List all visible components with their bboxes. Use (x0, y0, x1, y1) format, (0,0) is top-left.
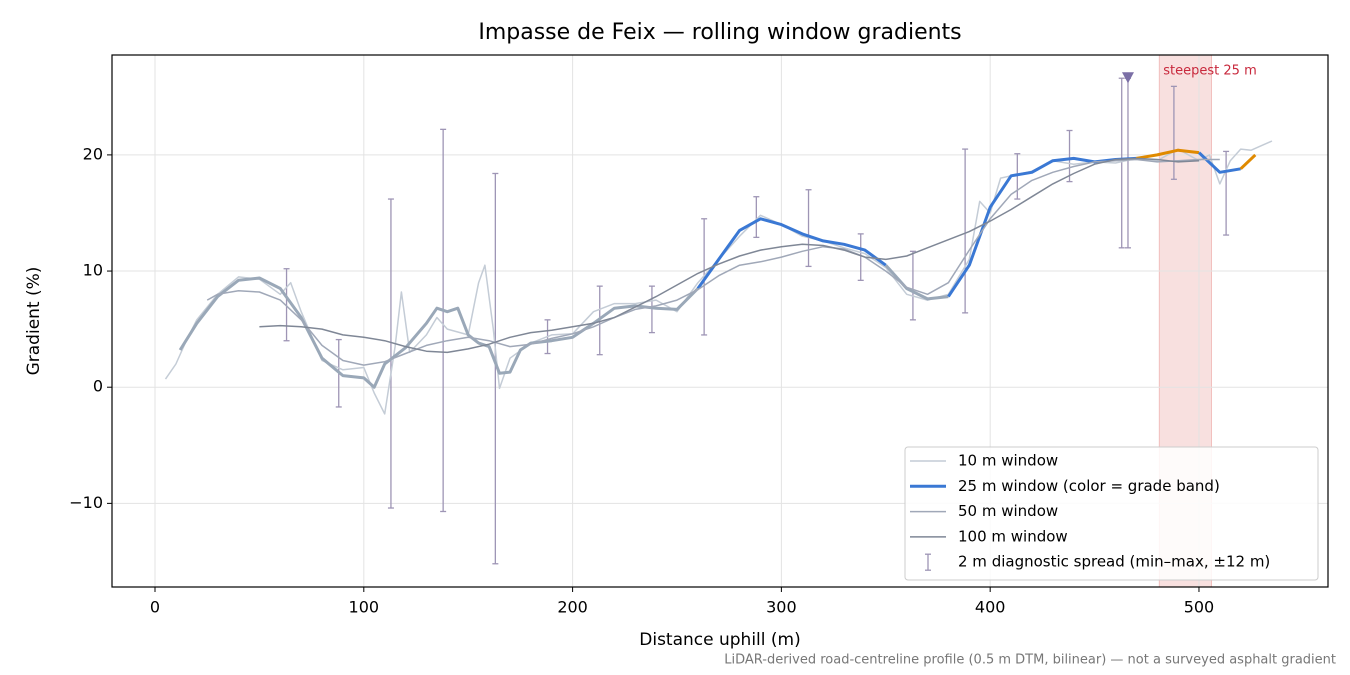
series-line (1239, 153, 1257, 170)
series-line (1136, 148, 1200, 160)
peak-marker (1121, 72, 1134, 84)
legend-label: 10 m window (958, 452, 1058, 470)
y-tick-label: 0 (93, 377, 103, 396)
highlight-label: steepest 25 m (1163, 64, 1256, 79)
series-line (259, 157, 1200, 354)
y-axis-label: Gradient (%) (24, 267, 44, 376)
plot-frame (111, 54, 1329, 588)
x-tick-label: 500 (1184, 598, 1215, 617)
x-tick-label: 0 (150, 598, 160, 617)
y-tick-label: 10 (83, 261, 103, 280)
legend-label: 2 m diagnostic spread (min–max, ±12 m) (958, 553, 1270, 571)
y-tick-label: −10 (69, 493, 103, 512)
footnote: LiDAR-derived road-centreline profile (0… (724, 653, 1336, 668)
legend-label: 50 m window (958, 502, 1058, 520)
series-line (178, 276, 699, 389)
legend-label: 25 m window (color = grade band) (958, 477, 1220, 495)
y-tick-label: 20 (83, 144, 103, 163)
series-line (696, 217, 887, 290)
x-tick-label: 400 (975, 598, 1006, 617)
legend (904, 446, 1319, 581)
series-line (164, 140, 1273, 415)
x-tick-label: 200 (557, 598, 588, 617)
series-line (884, 264, 949, 301)
legend-box (904, 446, 1319, 581)
x-axis-label: Distance uphill (m) (639, 630, 800, 650)
legend-label: 100 m window (958, 527, 1068, 545)
x-tick-label: 100 (349, 598, 380, 617)
series-line (206, 158, 1220, 366)
chart-title: Impasse de Feix — rolling window gradien… (478, 20, 961, 45)
x-tick-label: 300 (766, 598, 797, 617)
